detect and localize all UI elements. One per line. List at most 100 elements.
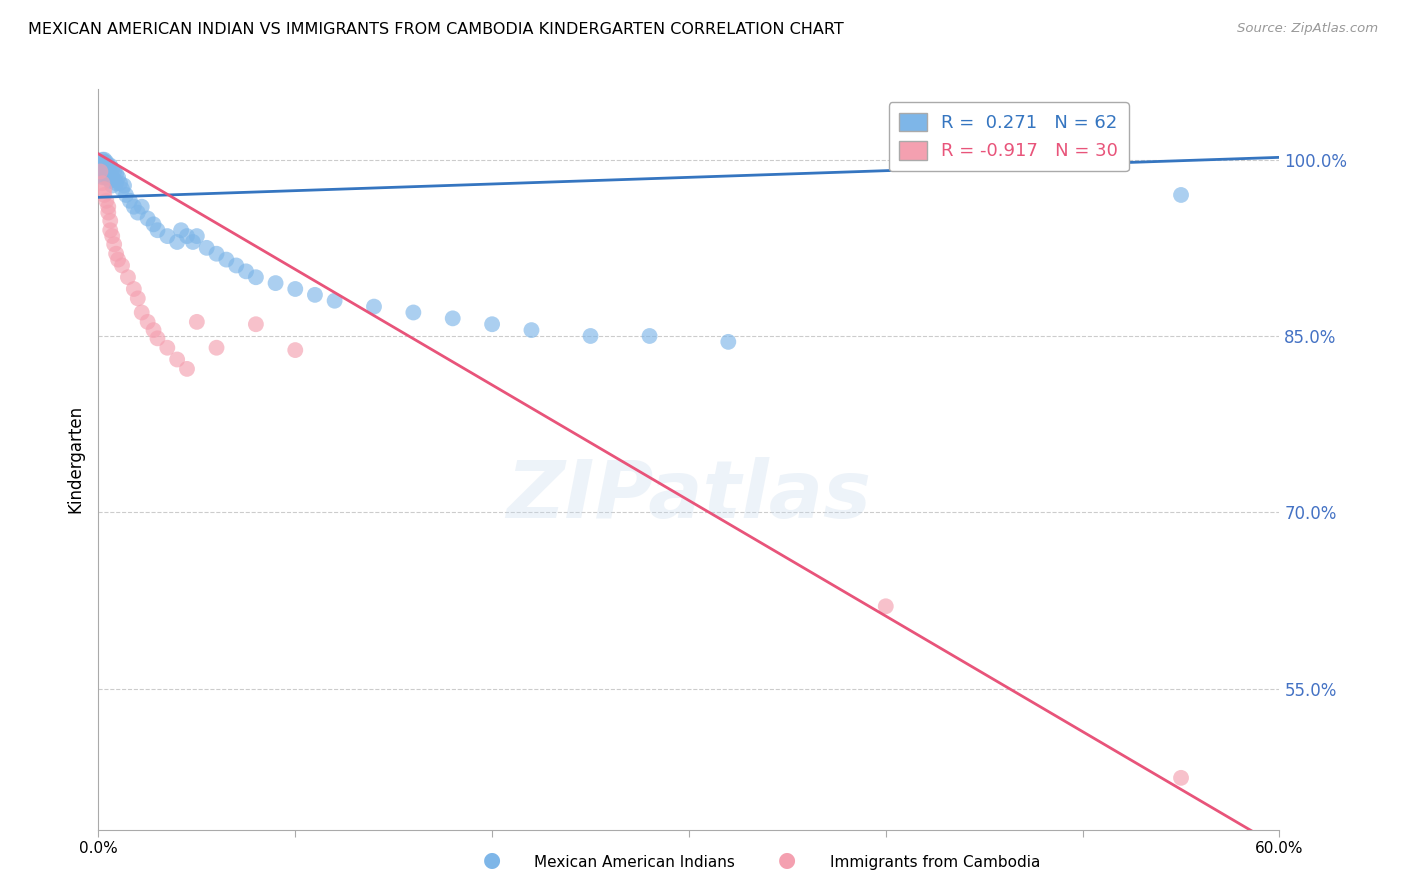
Point xyxy=(93,162,115,177)
Point xyxy=(717,334,740,349)
Point xyxy=(225,259,247,273)
Point xyxy=(105,246,128,260)
Point xyxy=(156,341,179,355)
Text: ●: ● xyxy=(484,850,501,870)
Point xyxy=(107,252,129,267)
Point xyxy=(127,292,149,306)
Point xyxy=(97,170,120,185)
Point xyxy=(98,223,121,237)
Text: MEXICAN AMERICAN INDIAN VS IMMIGRANTS FROM CAMBODIA KINDERGARTEN CORRELATION CHA: MEXICAN AMERICAN INDIAN VS IMMIGRANTS FR… xyxy=(28,22,844,37)
Point xyxy=(142,323,165,337)
Point xyxy=(89,164,111,178)
Point xyxy=(97,164,120,178)
Point xyxy=(122,282,145,296)
Point xyxy=(96,194,118,208)
Point xyxy=(112,178,135,193)
Point xyxy=(323,293,346,308)
Point xyxy=(101,229,124,244)
Point xyxy=(245,270,267,285)
Point xyxy=(103,172,125,186)
Text: ●: ● xyxy=(779,850,796,870)
Point xyxy=(111,259,134,273)
Point xyxy=(205,246,228,260)
Point xyxy=(91,176,114,190)
Point xyxy=(93,170,115,185)
Point xyxy=(146,223,169,237)
Point xyxy=(215,252,238,267)
Point xyxy=(284,343,307,357)
Point xyxy=(142,218,165,232)
Point xyxy=(97,205,120,219)
Point xyxy=(520,323,543,337)
Text: ZIPatlas: ZIPatlas xyxy=(506,458,872,535)
Text: Mexican American Indians: Mexican American Indians xyxy=(534,855,735,870)
Point xyxy=(103,164,125,178)
Point xyxy=(97,200,120,214)
Point xyxy=(101,178,124,193)
Point xyxy=(101,162,124,177)
Point xyxy=(284,282,307,296)
Point xyxy=(98,167,121,181)
Point xyxy=(402,305,425,319)
Text: Source: ZipAtlas.com: Source: ZipAtlas.com xyxy=(1237,22,1378,36)
Point xyxy=(304,288,326,302)
Point xyxy=(98,159,121,173)
Point xyxy=(118,194,141,208)
Point xyxy=(235,264,257,278)
Point xyxy=(96,164,118,178)
Point xyxy=(156,229,179,244)
Point xyxy=(579,329,602,343)
Point xyxy=(1170,771,1192,785)
Point xyxy=(98,174,121,188)
Y-axis label: Kindergarten: Kindergarten xyxy=(66,405,84,514)
Point xyxy=(441,311,464,326)
Point xyxy=(122,200,145,214)
Point xyxy=(89,164,111,178)
Point xyxy=(481,317,503,331)
Point xyxy=(96,170,118,185)
Point xyxy=(117,270,139,285)
Point xyxy=(264,276,287,290)
Point xyxy=(181,235,204,249)
Point xyxy=(91,159,114,173)
Point xyxy=(111,182,134,196)
Point xyxy=(166,235,188,249)
Point xyxy=(186,315,208,329)
Point xyxy=(195,241,218,255)
Point xyxy=(105,167,128,181)
Point xyxy=(170,223,193,237)
Point xyxy=(136,315,159,329)
Point xyxy=(115,188,138,202)
Point xyxy=(97,159,120,173)
Point xyxy=(638,329,661,343)
Point xyxy=(105,176,128,190)
Point xyxy=(176,362,198,376)
Legend: R =  0.271   N = 62, R = -0.917   N = 30: R = 0.271 N = 62, R = -0.917 N = 30 xyxy=(889,102,1129,171)
Point xyxy=(93,188,115,202)
Point xyxy=(176,229,198,244)
Point xyxy=(875,599,897,614)
Point xyxy=(166,352,188,367)
Point xyxy=(136,211,159,226)
Point xyxy=(91,170,114,185)
Point xyxy=(93,155,115,169)
Point xyxy=(127,205,149,219)
Point xyxy=(131,305,153,319)
Point xyxy=(93,153,115,167)
Point xyxy=(103,237,125,252)
Point xyxy=(1170,188,1192,202)
Point xyxy=(205,341,228,355)
Text: Immigrants from Cambodia: Immigrants from Cambodia xyxy=(830,855,1040,870)
Point xyxy=(363,300,385,314)
Point xyxy=(93,182,115,196)
Point xyxy=(186,229,208,244)
Point xyxy=(101,170,124,185)
Point xyxy=(245,317,267,331)
Point xyxy=(91,153,114,167)
Point xyxy=(108,176,131,190)
Point xyxy=(131,200,153,214)
Point xyxy=(146,331,169,345)
Point xyxy=(96,155,118,169)
Point xyxy=(107,170,129,185)
Point xyxy=(98,214,121,228)
